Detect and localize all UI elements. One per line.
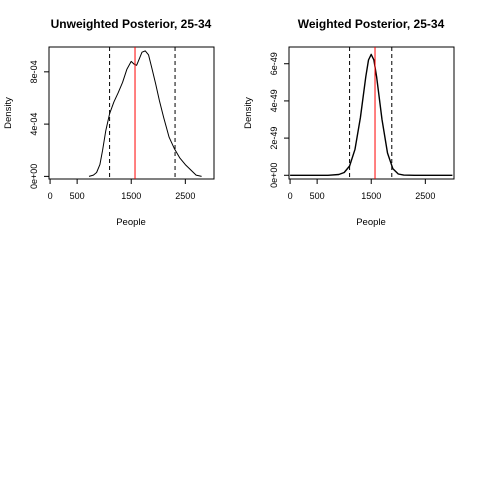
- x-tick-label: 0: [48, 191, 53, 201]
- y-axis-label: Density: [3, 97, 14, 129]
- y-axis-label: Density: [243, 97, 254, 129]
- chart-title: Unweighted Posterior, 25-34: [51, 17, 212, 31]
- density-curve: [88, 50, 202, 177]
- x-tick-label: 1500: [361, 191, 381, 201]
- y-tick-label: 4e-04: [29, 113, 39, 136]
- x-axis-label: People: [356, 217, 386, 228]
- y-tick-label: 0e+00: [269, 163, 279, 188]
- y-tick-label: 6e-49: [269, 52, 279, 75]
- x-tick-label: 2500: [415, 191, 435, 201]
- x-axis-label: People: [116, 217, 146, 228]
- x-tick-label: 500: [310, 191, 325, 201]
- density-curve: [290, 53, 453, 176]
- x-tick-label: 0: [288, 191, 293, 201]
- x-tick-label: 500: [70, 191, 85, 201]
- y-tick-label: 0e+00: [29, 164, 39, 189]
- x-tick-label: 2500: [175, 191, 195, 201]
- unweighted-posterior-panel: Unweighted Posterior, 25-34 People Densi…: [3, 17, 215, 228]
- x-tick-label: 1500: [121, 191, 141, 201]
- y-tick-label: 8e-04: [29, 60, 39, 83]
- y-tick-label: 4e-49: [269, 89, 279, 112]
- weighted-posterior-panel: Weighted Posterior, 25-34 People Density…: [243, 17, 455, 228]
- y-tick-label: 2e-49: [269, 127, 279, 150]
- plot-frame: [48, 46, 215, 180]
- chart-title: Weighted Posterior, 25-34: [298, 17, 445, 31]
- plot-frame: [288, 46, 455, 180]
